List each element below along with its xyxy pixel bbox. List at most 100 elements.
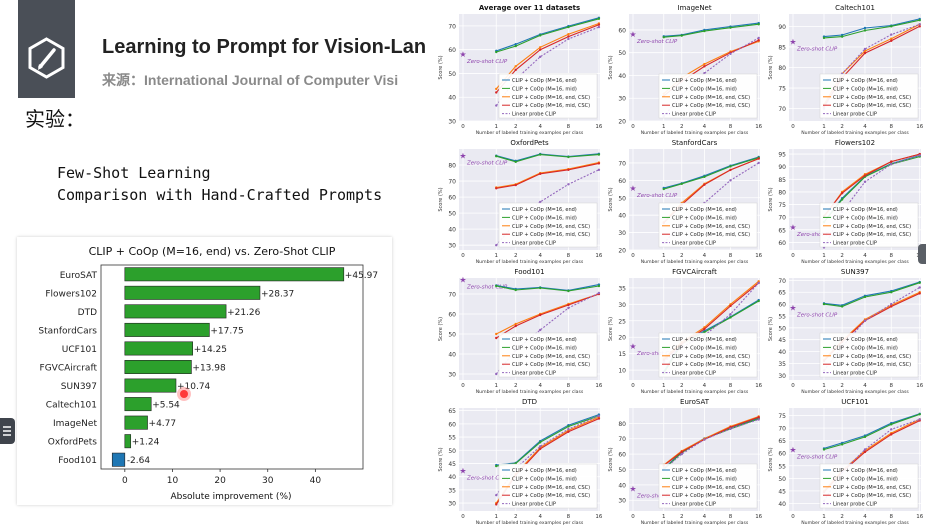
panel-x-tick-label: 2 [680,383,684,389]
panel-y-tick-label: 65 [778,438,786,445]
series-point [495,284,498,288]
panel-x-tick-label: 1 [495,124,499,130]
panel-x-tick-label: 2 [840,253,844,259]
bar-value-label: +10.74 [177,382,211,392]
zero-shot-marker: ★ [789,38,796,47]
panel-x-tick-label: 4 [538,253,542,259]
series-point [918,413,921,416]
bar-value-label: +13.98 [192,364,226,374]
panel-x-tick-label: 8 [567,124,571,130]
panel-x-axis-label: Number of labeled training examples per … [476,130,584,136]
panel-title: ImageNet [677,4,711,12]
series-point [918,25,921,28]
panel-y-axis-label: Score (%) [768,317,774,341]
series-point [757,299,760,303]
series-point [567,303,570,307]
zero-shot-marker: ★ [629,184,636,193]
series-point [890,162,893,166]
bar [124,378,177,393]
series-point [890,423,893,426]
panel-y-tick-label: 30 [618,302,626,309]
series-point [863,174,867,177]
panel-x-tick-label: 0 [631,383,635,389]
series-point [539,46,542,49]
panel-y-tick-label: 65 [448,408,456,415]
panel-x-tick-label: 8 [890,253,894,259]
menu-toggle-button[interactable] [0,418,15,444]
bar-value-label: +45.97 [345,271,378,281]
legend-entry: CLIP + CoOp (M=16, end, CSC) [512,95,590,101]
panel-legend [819,202,919,248]
panel-x-tick-label: 2 [514,124,518,130]
panel-y-tick-label: 50 [618,467,626,474]
series-point [840,198,844,201]
panel-x-axis-label: Number of labeled training examples per … [476,259,584,265]
panel-title: EuroSAT [680,398,710,406]
legend-entry: CLIP + CoOp (M=16, mid, CSC) [672,103,750,109]
series-point [918,292,921,295]
panel-y-tick-label: 10 [618,368,626,375]
panel-x-tick-label: 1 [495,253,499,259]
legend-entry: CLIP + CoOp (M=16, end) [833,207,898,213]
panel-y-tick-label: 70 [778,426,786,433]
series-point [890,302,893,306]
legend-entry: CLIP + CoOp (M=16, mid, CSC) [512,493,590,499]
panel-y-tick-label: 30 [448,372,456,379]
legend-entry: Linear probe CLIP [512,371,556,377]
legend-entry: Linear probe CLIP [672,112,716,118]
panel-y-tick-label: 80 [448,163,456,170]
series-point [495,464,498,468]
panel-x-tick-label: 16 [595,253,602,259]
panel-y-tick-label: 40 [618,73,626,80]
bar-category-label: FGVCAircraft [40,364,98,374]
panel-legend [498,332,598,378]
panel-y-tick-label: 70 [448,179,456,186]
series-point [729,427,732,430]
panel-y-tick-label: 20 [618,248,626,255]
panel-x-tick-label: 2 [680,124,684,130]
panel-x-tick-label: 0 [791,514,795,520]
panel-y-tick-label: 95 [778,152,786,159]
legend-entry: CLIP + CoOp (M=16, mid) [512,86,577,92]
legend-entry: CLIP + CoOp (M=16, end) [672,468,737,474]
series-point [822,302,826,306]
legend-entry: CLIP + CoOp (M=16, mid, CSC) [512,362,590,368]
panel-y-tick-label: 70 [448,23,456,30]
panel-x-tick-label: 1 [822,253,826,259]
series-point [918,23,921,26]
panel-x-tick-label: 0 [791,124,795,130]
legend-entry: CLIP + CoOp (M=16, end) [512,337,577,343]
series-point [539,200,542,204]
panel-y-tick-label: 80 [778,189,786,196]
series-point [539,445,542,448]
bar-value-label: +17.75 [210,326,243,336]
series-point [822,36,826,40]
bar-x-tick-label: 10 [167,476,179,486]
panel-y-axis-label: Score (%) [608,317,614,341]
series-point [567,168,570,172]
legend-entry: CLIP + CoOp (M=16, end, CSC) [672,485,750,491]
panel-x-tick-label: 0 [791,383,795,389]
panel-x-tick-label: 0 [461,383,465,389]
panel-x-axis-label: Number of labeled training examples per … [641,130,749,136]
panel-legend [819,73,919,119]
bar [124,434,132,449]
series-point [539,313,542,317]
series-point [840,305,844,308]
panel-y-tick-label: 45 [778,488,786,495]
bar-plot-frame [100,264,364,470]
series-point [729,26,732,29]
legend-entry: CLIP + CoOp (M=16, end) [672,78,737,84]
scroll-handle[interactable] [918,244,926,264]
series-point [757,280,760,283]
panel-y-tick-label: 60 [778,240,786,247]
panel-y-tick-label: 40 [778,349,786,356]
zero-shot-marker: ★ [459,152,466,161]
bullet-point-1: Few-Shot Learning [57,164,211,182]
panel-y-tick-label: 80 [618,421,626,428]
panel-x-axis-label: Number of labeled training examples per … [641,520,749,525]
bar-chart-title: CLIP + CoOp (M=16, end) vs. Zero-Shot CL… [89,245,336,258]
legend-entry: CLIP + CoOp (M=16, end, CSC) [672,95,750,101]
legend-entry: CLIP + CoOp (M=16, end, CSC) [833,485,911,491]
bar-category-label: DTD [78,308,97,318]
